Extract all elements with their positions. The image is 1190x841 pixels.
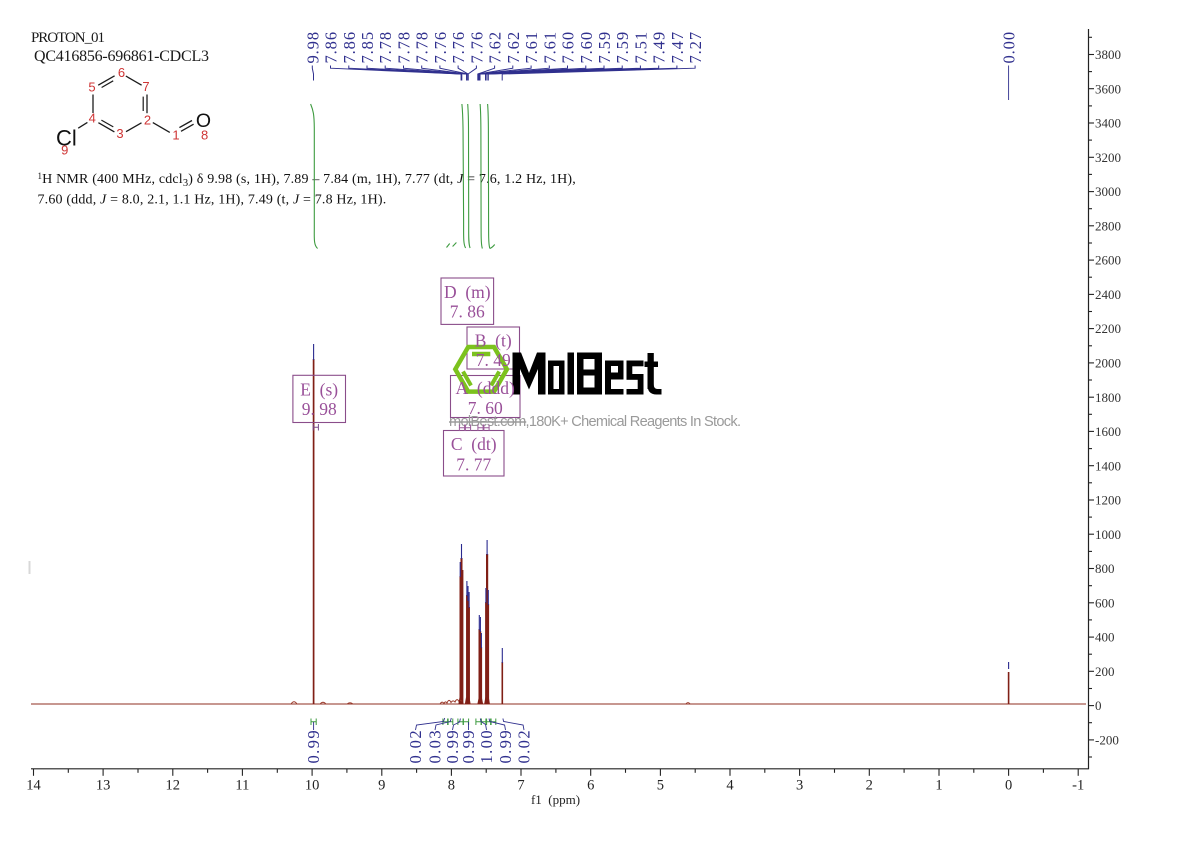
svg-text:7.60: 7.60 [559,31,578,63]
svg-text:D (m): D (m) [444,282,491,302]
svg-text:4: 4 [726,778,734,794]
svg-text:9: 9 [61,143,68,158]
svg-text:2600: 2600 [1095,253,1121,268]
svg-text:0: 0 [1095,698,1102,713]
svg-text:7.76: 7.76 [449,31,468,63]
svg-text:7. 86: 7. 86 [450,302,485,322]
svg-text:0.99: 0.99 [496,729,515,763]
svg-text:1800: 1800 [1095,390,1121,405]
svg-text:1H NMR (400 MHz, cdcl3) δ 9.98: 1H NMR (400 MHz, cdcl3) δ 9.98 (s, 1H), … [38,171,576,189]
svg-text:7. 60: 7. 60 [468,398,503,418]
svg-text:1.00: 1.00 [477,729,496,763]
svg-text:7.27: 7.27 [686,31,705,63]
svg-text:13: 13 [96,778,111,794]
svg-text:7.86: 7.86 [322,31,341,63]
svg-text:7.59: 7.59 [595,31,614,63]
svg-text:3600: 3600 [1095,81,1121,96]
svg-text:0.99: 0.99 [304,729,323,763]
svg-text:7.61: 7.61 [522,31,541,63]
svg-text:0.02: 0.02 [406,729,425,763]
svg-text:0: 0 [1005,778,1012,794]
svg-text:7.61: 7.61 [540,31,559,63]
svg-text:2400: 2400 [1095,287,1121,302]
svg-text:7.51: 7.51 [631,31,650,63]
svg-text:1200: 1200 [1095,493,1121,508]
svg-text:A (ddd): A (ddd) [456,378,515,398]
svg-text:7.62: 7.62 [504,31,523,63]
svg-text:600: 600 [1095,595,1115,610]
svg-text:6: 6 [118,65,125,80]
svg-text:B (t): B (t) [475,331,512,351]
svg-text:5: 5 [88,80,95,95]
svg-text:2000: 2000 [1095,356,1121,371]
svg-text:4: 4 [89,110,96,125]
svg-text:3000: 3000 [1095,184,1121,199]
svg-text:3400: 3400 [1095,116,1121,131]
svg-text:3: 3 [796,778,803,794]
svg-text:7.60 (ddd, J = 8.0, 2.1, 1.1 H: 7.60 (ddd, J = 8.0, 2.1, 1.1 Hz, 1H), 7.… [38,193,387,208]
svg-text:1600: 1600 [1095,424,1121,439]
svg-text:1: 1 [935,778,942,794]
svg-text:-1: -1 [1072,778,1084,794]
svg-text:C (dt): C (dt) [451,434,497,454]
svg-text:7.78: 7.78 [413,31,432,63]
svg-text:9. 98: 9. 98 [302,399,337,419]
svg-text:8: 8 [448,778,455,794]
svg-text:7.62: 7.62 [486,31,505,63]
svg-text:0.99: 0.99 [459,729,478,763]
svg-text:7. 77: 7. 77 [456,455,491,475]
svg-text:f1 (ppm): f1 (ppm) [531,792,580,807]
svg-text:QC416856-696861-CDCL3: QC416856-696861-CDCL3 [34,48,209,65]
svg-text:7.49: 7.49 [650,31,669,63]
svg-text:E (s): E (s) [300,379,338,399]
svg-text:0.00: 0.00 [1000,31,1019,63]
svg-text:3800: 3800 [1095,47,1121,62]
svg-text:3: 3 [116,126,123,141]
svg-text:6: 6 [587,778,594,794]
svg-text:7.59: 7.59 [613,31,632,63]
svg-text:11: 11 [235,778,249,794]
svg-text:2: 2 [144,113,151,128]
svg-text:O: O [196,110,211,132]
svg-text:800: 800 [1095,561,1115,576]
svg-text:7.60: 7.60 [577,31,596,63]
svg-text:7. 49: 7. 49 [476,350,511,370]
svg-text:2800: 2800 [1095,218,1121,233]
svg-text:-200: -200 [1095,733,1119,748]
svg-text:400: 400 [1095,630,1115,645]
svg-text:3200: 3200 [1095,150,1121,165]
svg-text:2: 2 [866,778,873,794]
svg-text:Cl: Cl [56,126,77,151]
svg-text:10: 10 [305,778,320,794]
svg-text:8: 8 [201,128,208,143]
svg-text:7.85: 7.85 [358,31,377,63]
svg-text:0.99: 0.99 [443,729,462,763]
svg-text:1400: 1400 [1095,458,1121,473]
svg-text:9.98: 9.98 [303,31,322,63]
svg-text:PROTON_01: PROTON_01 [31,30,105,46]
svg-text:12: 12 [166,778,181,794]
svg-text:14: 14 [26,778,41,794]
svg-text:9: 9 [378,778,385,794]
svg-text:7.78: 7.78 [376,31,395,63]
svg-text:2200: 2200 [1095,321,1121,336]
svg-text:5: 5 [657,778,664,794]
svg-text:7.76: 7.76 [467,31,486,63]
svg-text:7.76: 7.76 [431,31,450,63]
svg-text:0.02: 0.02 [514,729,533,763]
svg-text:molBest.com,180K+ Chemical Rea: molBest.com,180K+ Chemical Reagents In S… [449,414,741,430]
svg-text:7: 7 [142,79,149,94]
svg-text:7.78: 7.78 [395,31,414,63]
svg-text:1: 1 [172,128,179,143]
svg-text:200: 200 [1095,664,1115,679]
svg-text:0.03: 0.03 [425,729,444,763]
svg-text:1000: 1000 [1095,527,1121,542]
svg-text:7: 7 [517,778,524,794]
svg-text:7.47: 7.47 [668,31,687,63]
svg-text:7.86: 7.86 [340,31,359,63]
